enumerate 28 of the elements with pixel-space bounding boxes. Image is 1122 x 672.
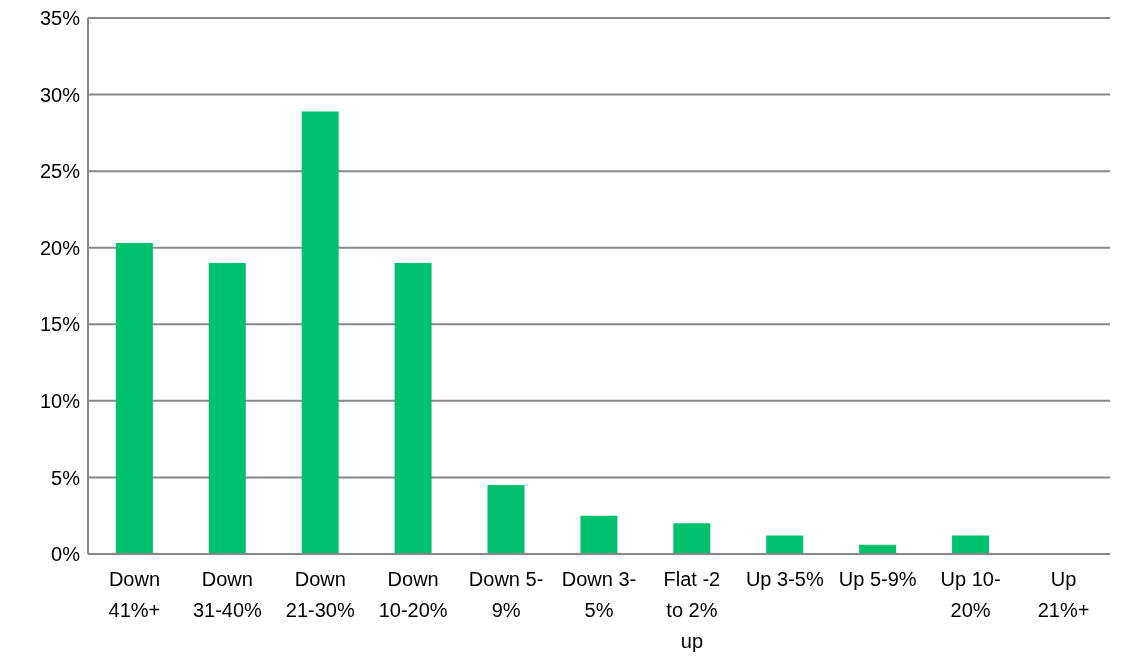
bar (208, 263, 246, 554)
bar (580, 515, 618, 554)
x-tick-label: Down 5-9% (468, 568, 544, 621)
x-tick-label: Down 31-40% (192, 568, 263, 621)
y-tick-label: 25% (39, 160, 81, 183)
x-tick-label: Up 5-9% (838, 568, 917, 590)
bar (394, 263, 432, 554)
y-tick-label: 20% (39, 236, 81, 259)
bar (487, 485, 525, 554)
y-tick-label: 0% (51, 543, 81, 566)
y-tick-label: 10% (39, 389, 81, 412)
x-tick-label: Down 21-30% (285, 568, 355, 621)
x-tick-label: Down 3-5% (561, 568, 637, 621)
bar (766, 535, 804, 554)
y-tick-label: 15% (39, 313, 81, 336)
y-tick-label: 30% (39, 83, 81, 106)
x-tick-label: Up 3-5% (745, 568, 824, 590)
y-tick-label: 5% (51, 466, 81, 489)
x-tick-label: Up 10-20% (940, 568, 1001, 621)
x-tick-label: Flat -2 to 2% up (663, 568, 721, 652)
bar (115, 243, 153, 554)
bar (301, 111, 339, 554)
x-tick-label: Up 21%+ (1037, 568, 1090, 621)
x-tick-label: Down 41%+ (108, 568, 161, 621)
x-tick-label: Down 10-20% (378, 568, 448, 621)
bar (673, 523, 711, 554)
bar (952, 535, 990, 554)
y-tick-label: 35% (39, 7, 81, 30)
